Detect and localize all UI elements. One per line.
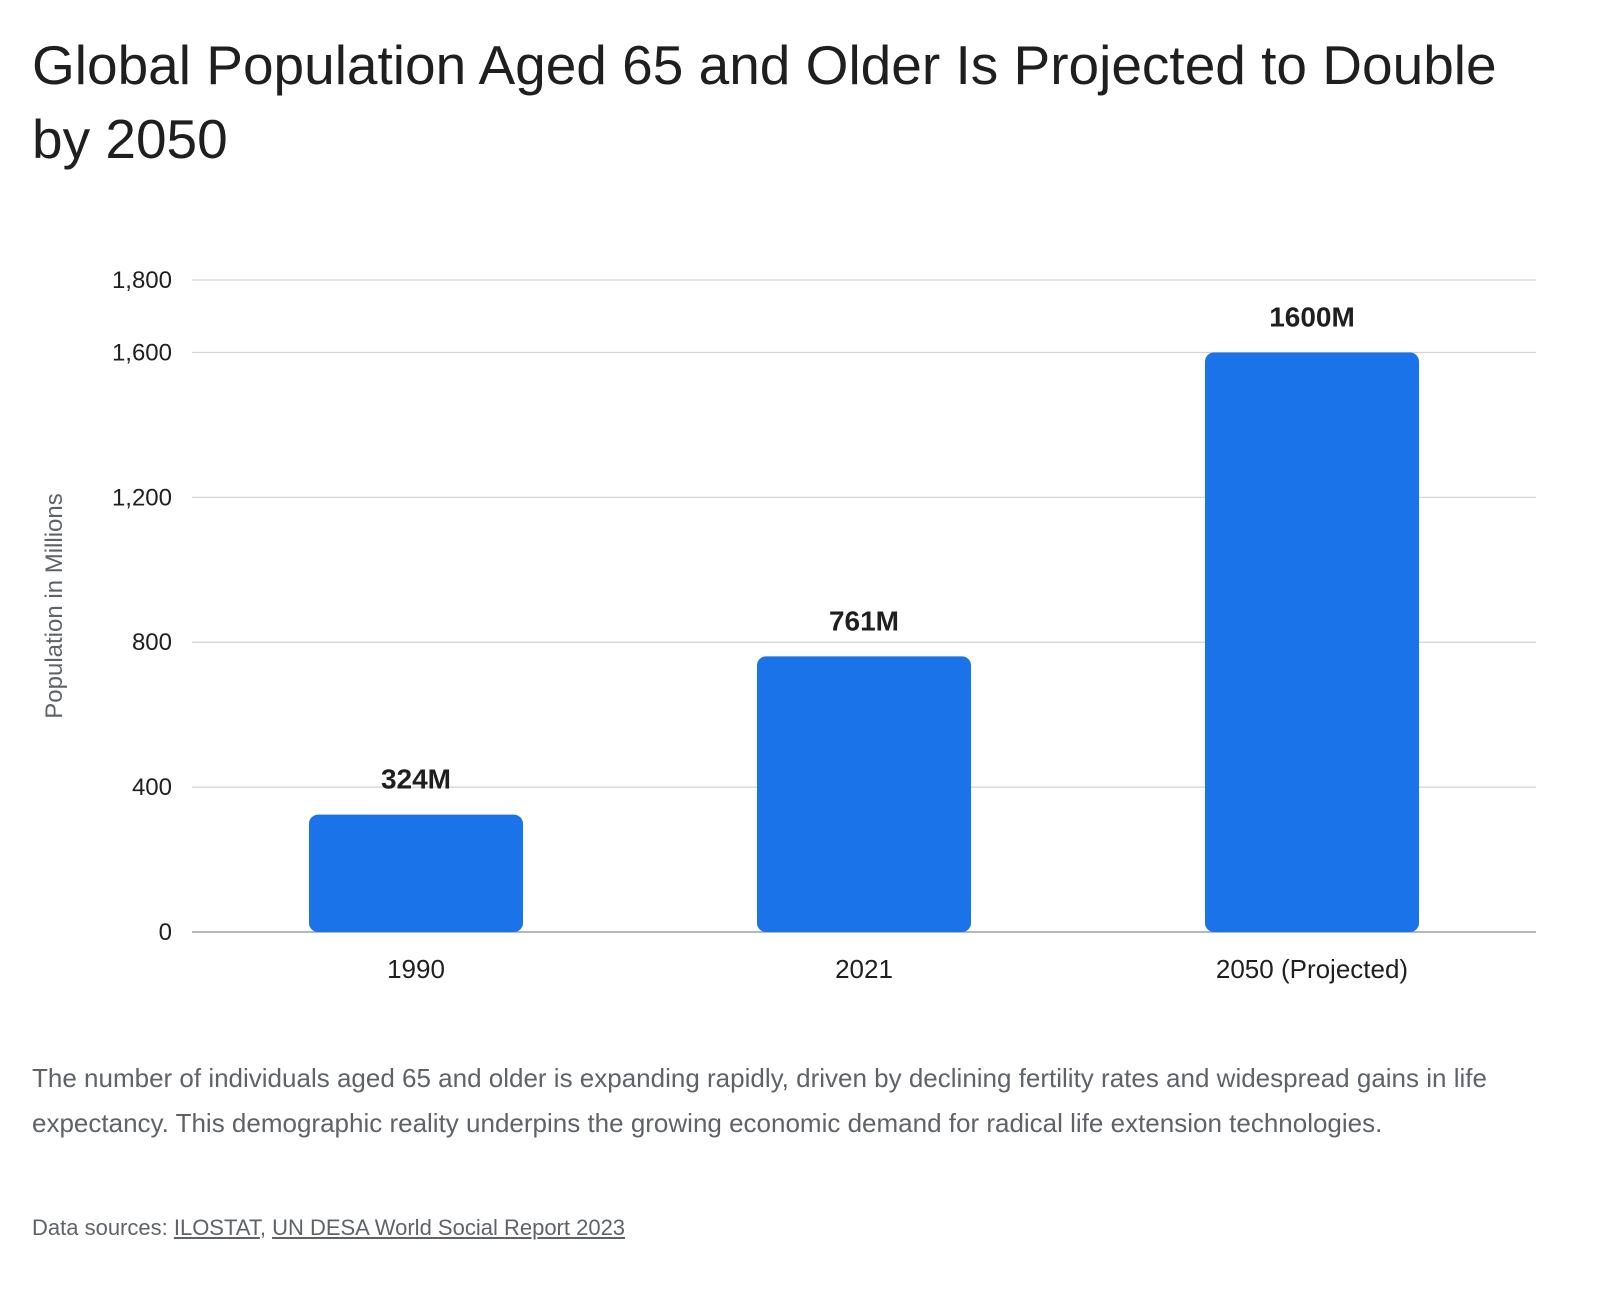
y-axis-ticks: 0 400 800 1,200 1,600 1,800	[112, 267, 172, 946]
y-tick-label: 400	[132, 774, 172, 801]
source-link-un-desa[interactable]: UN DESA World Social Report 2023	[272, 1215, 626, 1240]
x-tick-label: 2050 (Projected)	[1216, 954, 1408, 984]
bars	[309, 352, 1419, 932]
data-sources: Data sources: ILOSTAT, UN DESA World Soc…	[32, 1211, 625, 1245]
bar	[309, 814, 523, 932]
data-label: 324M	[381, 764, 451, 795]
y-axis-label: Population in Millions	[41, 493, 68, 718]
sources-separator: ,	[259, 1215, 273, 1240]
data-label: 761M	[829, 605, 899, 636]
y-tick-label: 1,200	[112, 484, 172, 511]
data-label: 1600M	[1269, 301, 1355, 332]
source-link-ilostat[interactable]: ILOSTAT	[173, 1215, 260, 1240]
y-tick-label: 1,600	[112, 339, 172, 366]
y-tick-label: 1,800	[112, 267, 172, 294]
sources-prefix: Data sources:	[32, 1215, 174, 1240]
bar	[757, 656, 971, 932]
y-tick-label: 800	[132, 629, 172, 656]
bar	[1205, 352, 1419, 932]
bar-chart: 0 400 800 1,200 1,600 1,800 Population in Mil…	[41, 267, 1536, 984]
y-tick-label: 0	[159, 919, 172, 946]
chart-title: Global Population Aged 65 and Older Is P…	[32, 34, 1497, 170]
x-axis-ticks: 1990 2021 2050 (Projected)	[387, 954, 1408, 984]
x-tick-label: 1990	[387, 954, 445, 984]
x-tick-label: 2021	[835, 954, 893, 984]
chart-caption: The number of individuals aged 65 and ol…	[32, 1063, 1487, 1138]
data-labels: 324M 761M 1600M	[381, 301, 1355, 794]
